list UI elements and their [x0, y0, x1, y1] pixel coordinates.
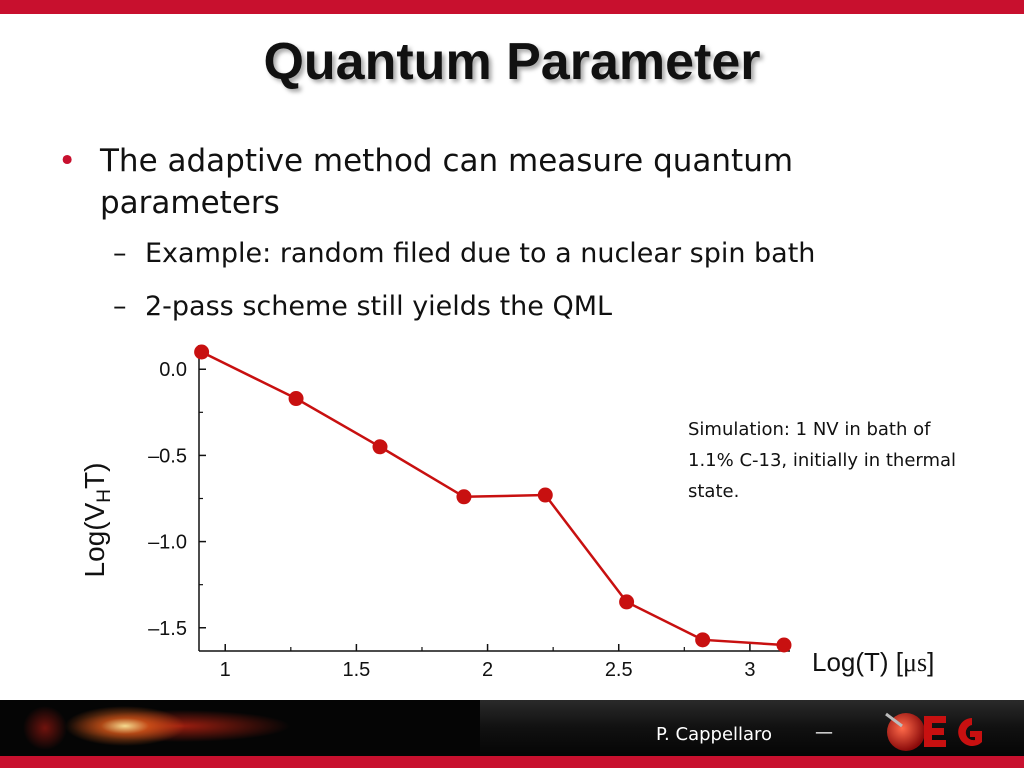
x-tick-label: 1.5	[342, 659, 370, 681]
bullet-text: The adaptive method can measure quantum …	[100, 143, 794, 221]
data-point	[194, 344, 210, 360]
data-point	[619, 594, 635, 610]
data-point	[776, 637, 792, 653]
footer-page-number: —	[815, 722, 833, 743]
bottom-accent-bar	[0, 756, 1024, 768]
y-tick-label: 0.0	[159, 359, 187, 381]
sub-bullet-item: – Example: random filed due to a nuclear…	[58, 236, 958, 272]
data-point	[288, 391, 304, 407]
sub-bullet-text: Example: random filed due to a nuclear s…	[145, 238, 816, 269]
top-accent-bar	[0, 0, 1024, 14]
x-tick-label: 3	[744, 659, 755, 681]
line-chart: 1 1.5 2 2.5 3 0.0 –0.5 –1.0 –1.5 Log(T) [μs] Log…	[79, 344, 934, 681]
bullet-icon: •	[58, 143, 77, 179]
data-point	[537, 487, 553, 503]
footer-author: P. Cappellaro	[656, 724, 773, 745]
y-tick-label: –1.5	[148, 618, 187, 640]
data-point	[372, 439, 388, 455]
footer-banner-image	[0, 700, 480, 756]
y-tick-label: –1.0	[148, 532, 187, 554]
axis-ticks: 1 1.5 2 2.5 3 0.0 –0.5 –1.0 –1.5	[148, 359, 755, 681]
x-tick-label: 1	[220, 659, 231, 681]
x-axis-label: Log(T) [μs]	[812, 647, 934, 677]
y-tick-label: –0.5	[148, 445, 187, 467]
simulation-note: Simulation: 1 NV in bath of 1.1% C-13, i…	[688, 419, 957, 502]
y-axis-label: Log(VHT)	[79, 463, 115, 578]
data-points	[194, 344, 792, 653]
data-point	[456, 489, 472, 505]
dash-icon: –	[113, 238, 127, 269]
bullet-list: • The adaptive method can measure quantu…	[58, 140, 958, 325]
dash-icon: –	[113, 291, 127, 322]
sub-bullet-item: – 2-pass scheme still yields the QML	[58, 289, 958, 325]
sub-bullet-text: 2-pass scheme still yields the QML	[145, 291, 613, 322]
slide-title: Quantum Parameter	[263, 33, 761, 91]
series-line	[201, 350, 785, 647]
data-point	[695, 632, 711, 648]
qeg-logo-icon	[885, 712, 982, 751]
x-tick-label: 2	[482, 659, 493, 681]
bullet-item: • The adaptive method can measure quantu…	[58, 140, 958, 224]
x-tick-label: 2.5	[605, 659, 633, 681]
